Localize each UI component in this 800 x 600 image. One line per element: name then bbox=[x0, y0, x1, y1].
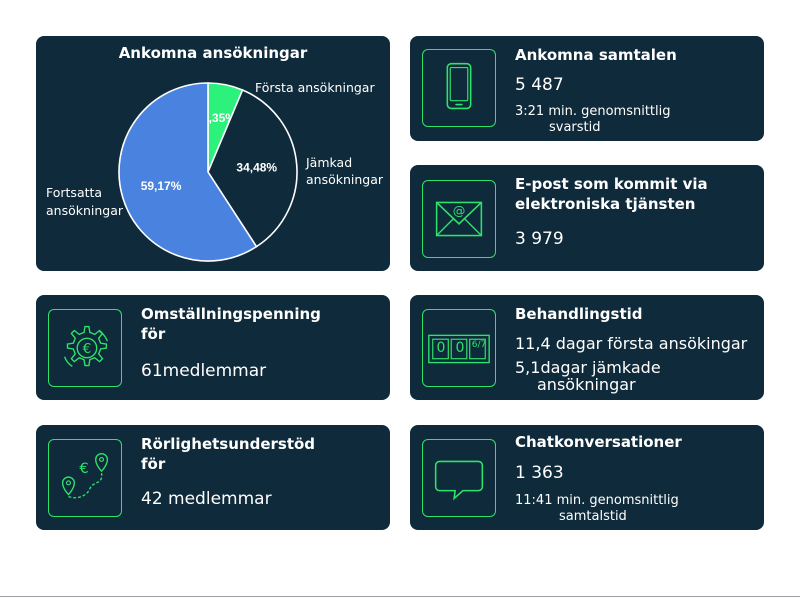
pie-slice-jamkad bbox=[207, 88, 298, 248]
mobility-title: Rörlighetsunderstöd för bbox=[141, 435, 316, 473]
legend-label-jamkad-2: ansökningar bbox=[306, 172, 384, 187]
adjustment-value: 61medlemmar bbox=[141, 361, 267, 381]
pie-value-label: 59,17% bbox=[141, 179, 182, 193]
calls-value: 5 487 bbox=[515, 75, 564, 95]
chat-bubble-icon bbox=[422, 439, 496, 517]
calls-note-line-1: 3:21 min. genomsnittlig bbox=[515, 104, 671, 119]
calls-card: Ankomna samtalen 5 487 3:21 min. genomsn… bbox=[410, 36, 764, 141]
pie-value-label: 6,35% bbox=[202, 111, 236, 125]
pie-slice-fortsatta bbox=[118, 82, 258, 262]
email-card: @ E-post som kommit via elektroniska tjä… bbox=[410, 165, 764, 271]
processing-line-1: 11,4 dagar första ansökingar bbox=[515, 334, 748, 353]
smartphone-icon bbox=[422, 49, 496, 127]
legend-label-jamkad-1: Jämkad bbox=[306, 155, 353, 170]
email-title: E-post som kommit via elektroniska tjäns… bbox=[515, 175, 708, 213]
legend-label-forsta: Första ansökningar bbox=[255, 80, 375, 95]
counter-digit-1: 0 bbox=[436, 340, 446, 356]
processing-title: Behandlingstid bbox=[515, 305, 643, 323]
calls-note-line-2: svarstid bbox=[549, 120, 601, 135]
processing-card: 0 0 6/7 Behandlingstid 11,4 dagar första… bbox=[410, 295, 764, 400]
processing-line-3: ansökningar bbox=[537, 375, 636, 394]
chat-title: Chatkonversationer bbox=[515, 433, 682, 451]
counter-digit-3: 6/7 bbox=[471, 340, 487, 350]
chart-title: Ankomna ansökningar bbox=[118, 44, 308, 62]
svg-text:@: @ bbox=[453, 203, 466, 218]
chat-note: 11:41 min. genomsnittlig samtalstid bbox=[515, 493, 679, 525]
legend-label-fortsatta-2: ansökningar bbox=[46, 203, 124, 218]
counter-digit-2: 0 bbox=[455, 340, 465, 356]
envelope-at-icon: @ bbox=[422, 180, 496, 258]
pie-chart: 6,35% 34,48% 59,17% bbox=[118, 82, 298, 262]
mobility-card: € Rörlighetsunderstöd för 42 medlemmar bbox=[36, 425, 390, 530]
pie-chart-card: Ankomna ansökningar 6,35% 34,48% 59,17% Fö… bbox=[36, 36, 390, 271]
calls-note: 3:21 min. genomsnittlig svarstid bbox=[515, 104, 671, 136]
chat-note-line-2: samtalstid bbox=[559, 509, 627, 524]
mobility-value: 42 medlemmar bbox=[141, 489, 272, 509]
adjustment-title: Omställningspenning för bbox=[141, 305, 321, 343]
bottom-divider bbox=[0, 596, 800, 597]
svg-text:€: € bbox=[79, 460, 88, 477]
email-value: 3 979 bbox=[515, 229, 564, 249]
svg-text:€: € bbox=[83, 341, 92, 357]
chat-card: Chatkonversationer 1 363 11:41 min. geno… bbox=[410, 425, 764, 530]
euro-gear-icon: € bbox=[48, 309, 122, 387]
legend-label-fortsatta-1: Fortsatta bbox=[46, 185, 103, 200]
chat-value: 1 363 bbox=[515, 463, 564, 483]
processing-line-2: 5,1dagar jämkade bbox=[515, 358, 661, 377]
map-route-euro-icon: € bbox=[48, 439, 122, 517]
adjustment-card: € Omställningspenning för 61medlemmar bbox=[36, 295, 390, 400]
calls-title: Ankomna samtalen bbox=[515, 46, 677, 64]
pie-value-label: 34,48% bbox=[236, 161, 277, 175]
chat-note-line-1: 11:41 min. genomsnittlig bbox=[515, 493, 679, 508]
counter-icon: 0 0 6/7 bbox=[422, 309, 496, 387]
